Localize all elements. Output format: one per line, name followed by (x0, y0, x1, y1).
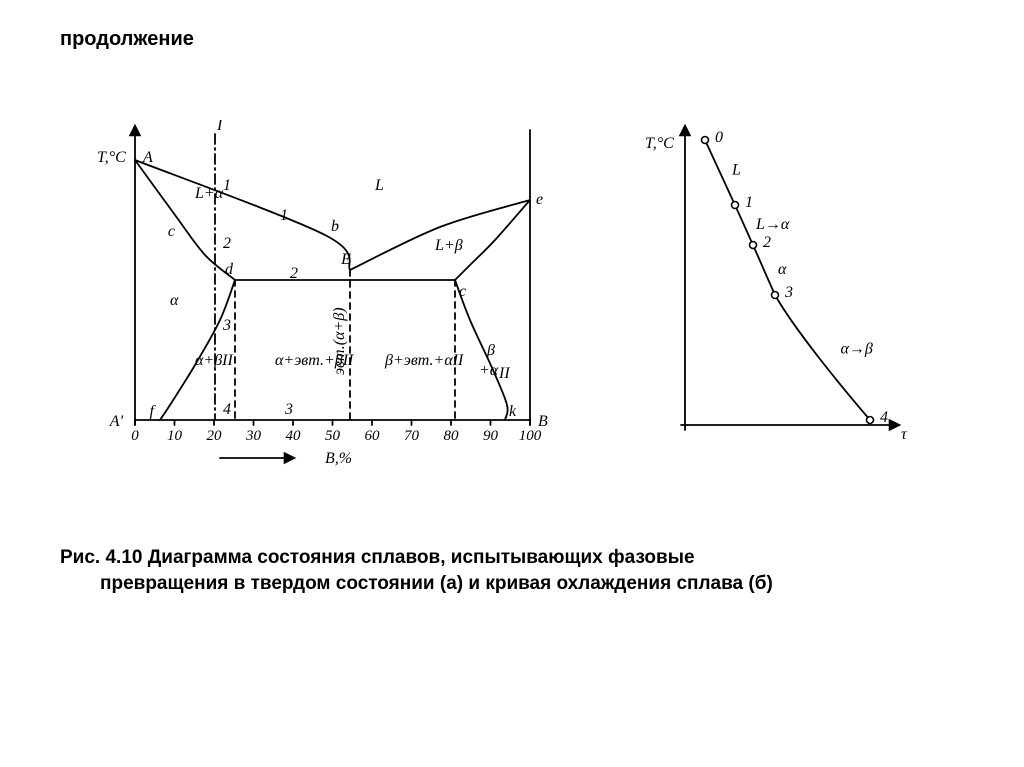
svg-text:L: L (731, 162, 741, 179)
svg-text:2: 2 (763, 234, 771, 251)
svg-text:10: 10 (167, 428, 183, 444)
svg-text:α→β: α→β (841, 341, 873, 358)
svg-text:II: II (498, 365, 510, 382)
svg-text:L→α: L→α (755, 216, 790, 233)
svg-text:B,%: B,% (325, 450, 352, 467)
svg-text:90: 90 (483, 428, 499, 444)
svg-text:3: 3 (784, 284, 793, 301)
svg-text:c: c (459, 283, 466, 300)
svg-text:20: 20 (207, 428, 223, 444)
svg-text:A: A (142, 149, 153, 166)
svg-text:b: b (331, 218, 339, 235)
svg-text:3: 3 (284, 401, 293, 418)
svg-text:T,°C: T,°C (645, 135, 674, 152)
svg-text:2: 2 (290, 265, 298, 282)
caption-line-1: Рис. 4.10 Диаграмма состояния сплавов, и… (60, 547, 695, 568)
svg-text:f: f (150, 403, 157, 420)
svg-text:0: 0 (131, 428, 139, 444)
svg-text:E: E (340, 251, 351, 268)
svg-text:3: 3 (222, 317, 231, 334)
svg-text:60: 60 (365, 428, 381, 444)
svg-text:B: B (538, 413, 548, 430)
svg-text:эвт.(α+β): эвт.(α+β) (331, 307, 348, 375)
svg-text:I: I (216, 120, 223, 134)
svg-text:100: 100 (519, 428, 542, 444)
svg-text:T,°C: T,°C (97, 149, 126, 166)
svg-text:A': A' (109, 413, 124, 430)
svg-text:40: 40 (286, 428, 302, 444)
phase-diagram: 0 10 20 30 40 50 60 70 80 90 100 B,% T,°C I Ae Ed c b c A' B… (75, 120, 565, 480)
svg-text:30: 30 (245, 428, 262, 444)
svg-text:β+эвт.+αII: β+эвт.+αII (384, 352, 464, 369)
caption-line-2: превращения в твердом состоянии (а) и кр… (60, 571, 920, 597)
cooling-curve: T,°C τ 0 1 2 3 4 L L→α α α→β (635, 120, 935, 460)
svg-text:L: L (374, 177, 384, 194)
svg-text:β: β (486, 342, 495, 359)
svg-text:1: 1 (223, 177, 231, 194)
svg-text:e: e (536, 191, 543, 208)
svg-text:80: 80 (444, 428, 460, 444)
svg-text:4: 4 (223, 401, 231, 418)
svg-text:α: α (778, 261, 787, 278)
svg-text:1: 1 (280, 207, 288, 224)
svg-text:4: 4 (880, 409, 888, 426)
page-heading: продолжение (60, 28, 194, 51)
svg-text:L+β: L+β (434, 237, 463, 254)
svg-text:1: 1 (745, 194, 753, 211)
svg-text:2: 2 (223, 235, 231, 252)
svg-text:50: 50 (325, 428, 341, 444)
svg-text:0: 0 (715, 129, 723, 146)
svg-text:k: k (509, 403, 517, 420)
figure-caption: Рис. 4.10 Диаграмма состояния сплавов, и… (60, 545, 920, 596)
svg-text:d: d (225, 261, 234, 278)
figure-container: 0102030405060708090100B,%T,°CIAeEdcbcA'B… (75, 120, 955, 500)
svg-text:+α: +α (479, 362, 499, 379)
svg-text:c: c (168, 223, 175, 240)
svg-text:70: 70 (404, 428, 420, 444)
svg-text:α+βII: α+βII (195, 352, 233, 369)
svg-text:L+α: L+α (194, 185, 224, 202)
svg-text:α: α (170, 292, 179, 309)
svg-text:τ: τ (901, 426, 908, 443)
